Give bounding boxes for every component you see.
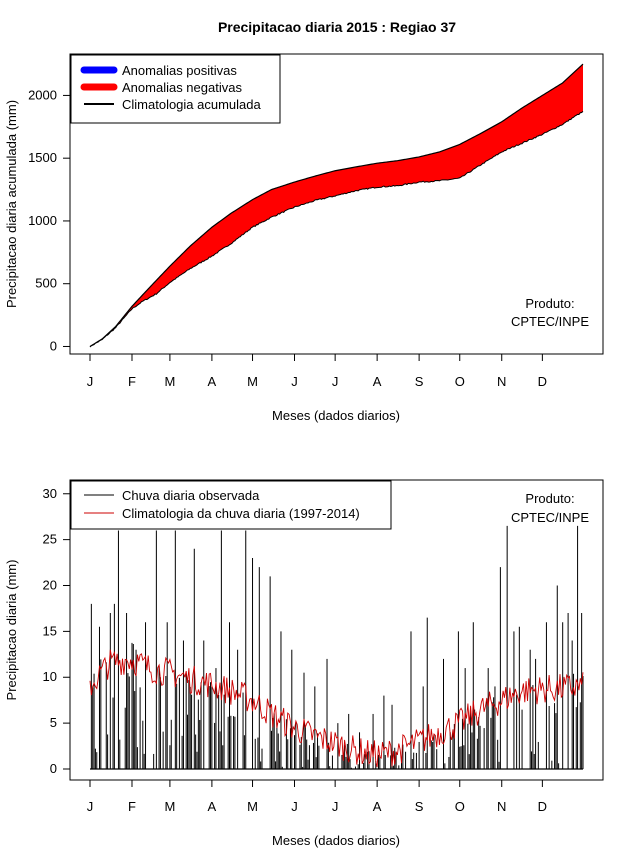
x-axis-label-bottom: Meses (dados diarios) xyxy=(272,833,400,848)
x-tick-label-bottom: A xyxy=(208,799,217,814)
x-tick-label-top: D xyxy=(538,374,547,389)
annotation-produto-top: Produto: xyxy=(525,296,574,311)
accumulated-panel: 0 500 1000 1500 2000 J F M A M J J A S O N D Meses (dad… xyxy=(4,53,604,423)
x-tick-label-top: J xyxy=(87,374,94,389)
annotation-cptec-bottom: CPTEC/INPE xyxy=(511,510,589,525)
legend-label-negative: Anomalias negativas xyxy=(122,80,242,95)
climatology-daily-line xyxy=(89,649,584,768)
y-tick-label-bottom: 15 xyxy=(43,623,57,638)
x-axis-label-top: Meses (dados diarios) xyxy=(272,408,400,423)
x-tick-label-bottom: J xyxy=(332,799,339,814)
y-tick-label-top: 1500 xyxy=(28,150,57,165)
y-tick-label-top: 500 xyxy=(35,276,57,291)
x-tick-label-bottom: N xyxy=(497,799,506,814)
x-tick-label-bottom: J xyxy=(291,799,298,814)
x-tick-label-bottom: J xyxy=(87,799,94,814)
accumulated-lines xyxy=(89,63,584,348)
legend-box-bottom xyxy=(70,480,392,530)
x-tick-label-bottom: D xyxy=(538,799,547,814)
y-tick-label-top: 1000 xyxy=(28,213,57,228)
x-tick-label-top: J xyxy=(291,374,298,389)
x-tick-label-bottom: O xyxy=(455,799,465,814)
legend-label-climatology: Climatologia acumulada xyxy=(122,97,262,112)
daily-panel: 0 5 10 15 20 25 30 J F M A M J J A S O N D Meses (dados d… xyxy=(4,479,604,848)
annotation-produto-bottom: Produto: xyxy=(525,491,574,506)
y-tick-label-bottom: 25 xyxy=(43,532,57,547)
climatology-line xyxy=(89,649,584,768)
x-tick-label-bottom: M xyxy=(247,799,258,814)
x-tick-label-top: J xyxy=(332,374,339,389)
x-tick-label-top: M xyxy=(247,374,258,389)
legend-bottom: Chuva diaria observada Climatologia da c… xyxy=(70,480,392,530)
y-tick-label-bottom: 0 xyxy=(50,761,57,776)
climatology-accumulated-line xyxy=(89,63,584,347)
y-tick-label-bottom: 5 xyxy=(50,715,57,730)
x-tick-label-bottom: A xyxy=(373,799,382,814)
legend-label-observed: Chuva diaria observada xyxy=(122,488,260,503)
observed-bars xyxy=(90,525,584,770)
x-tick-label-top: N xyxy=(497,374,506,389)
y-axis-label-top: Precipitacao diaria acumulada (mm) xyxy=(4,100,19,308)
x-tick-label-top: S xyxy=(415,374,424,389)
y-tick-label-bottom: 30 xyxy=(43,486,57,501)
y-tick-label-bottom: 10 xyxy=(43,669,57,684)
x-tick-label-bottom: F xyxy=(128,799,136,814)
x-tick-label-bottom: M xyxy=(164,799,175,814)
x-tick-label-bottom: S xyxy=(415,799,424,814)
x-tick-label-top: O xyxy=(455,374,465,389)
chart-title: Precipitacao diaria 2015 : Regiao 37 xyxy=(218,19,456,35)
x-tick-label-top: M xyxy=(164,374,175,389)
legend-label-climatology-daily: Climatologia da chuva diaria (1997-2014) xyxy=(122,506,360,521)
x-tick-label-top: A xyxy=(208,374,217,389)
x-tick-label-top: A xyxy=(373,374,382,389)
x-tick-label-top: F xyxy=(128,374,136,389)
y-tick-label-top: 0 xyxy=(50,338,57,353)
observed-accumulated-line xyxy=(89,110,584,348)
y-axis-bottom: 0 5 10 15 20 25 30 xyxy=(43,486,71,776)
y-tick-label-top: 2000 xyxy=(28,87,57,102)
y-axis-label-bottom: Precipitacao diaria (mm) xyxy=(4,560,19,701)
legend-top: Anomalias positivas Anomalias negativas … xyxy=(70,54,281,124)
y-tick-label-bottom: 20 xyxy=(43,578,57,593)
legend-label-positive: Anomalias positivas xyxy=(122,63,237,78)
y-axis-top: 0 500 1000 1500 2000 xyxy=(28,87,71,353)
annotation-cptec-top: CPTEC/INPE xyxy=(511,314,589,329)
